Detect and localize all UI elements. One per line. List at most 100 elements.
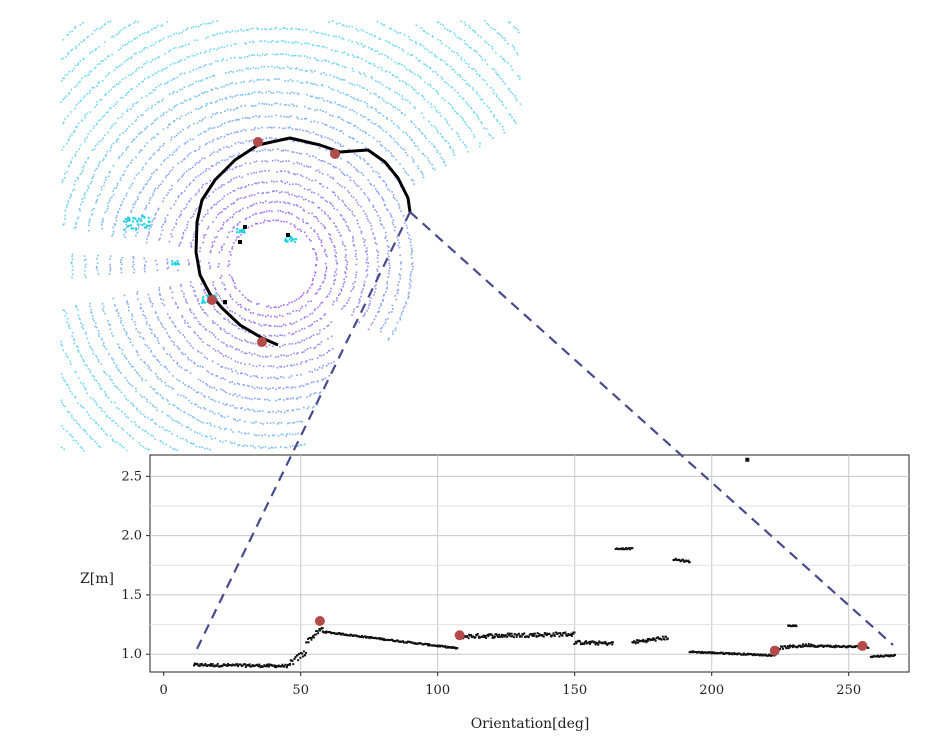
cloud-point: [225, 220, 228, 222]
cloud-point: [112, 123, 115, 126]
cloud-point: [359, 85, 361, 87]
cloud-point: [223, 183, 225, 186]
cloud-point: [223, 195, 226, 198]
cloud-point: [131, 318, 133, 321]
cloud-point: [123, 354, 126, 357]
cloud-point: [75, 126, 77, 128]
cloud-point: [355, 271, 358, 274]
cloud-point: [277, 410, 280, 412]
cloud-point: [220, 414, 222, 417]
cloud-point: [353, 308, 355, 311]
cloud-point: [309, 132, 312, 134]
cloud-point: [314, 251, 317, 254]
cloud-point: [392, 196, 395, 199]
cloud-point: [315, 31, 317, 34]
cloud-point: [391, 154, 393, 157]
z-point: [799, 644, 802, 647]
cloud-point: [324, 123, 326, 126]
cloud-point: [222, 355, 225, 357]
z-point: [241, 664, 244, 667]
cloud-point: [304, 316, 306, 318]
cloud-point: [92, 127, 95, 129]
cloud-point: [69, 390, 72, 393]
cloud-point: [200, 392, 203, 395]
cloud-point: [225, 133, 228, 136]
cloud-point: [337, 103, 339, 106]
z-point: [801, 643, 804, 646]
cloud-point: [334, 50, 337, 52]
cloud-point: [119, 81, 121, 83]
cloud-point: [379, 219, 382, 222]
cloud-point: [234, 56, 236, 59]
z-point: [866, 646, 869, 649]
cloud-point: [112, 439, 114, 442]
cloud-point: [378, 193, 380, 195]
cloud-point: [296, 161, 299, 164]
z-point: [225, 664, 228, 667]
cloud-point: [275, 102, 278, 105]
cloud-point: [133, 138, 136, 140]
cloud-point: [161, 100, 163, 102]
cloud-point: [197, 350, 199, 352]
cloud-point: [126, 43, 129, 45]
cloud-point: [216, 33, 218, 35]
cloud-point: [124, 330, 127, 333]
cloud-point: [436, 21, 439, 24]
cloud-point: [248, 93, 251, 96]
cloud-point: [196, 334, 199, 337]
cloud-point: [315, 253, 317, 256]
cloud-point: [337, 141, 339, 144]
cluster-point: [143, 226, 146, 229]
cloud-point: [349, 176, 351, 179]
cloud-point: [514, 97, 517, 100]
cloud-point: [295, 398, 298, 400]
cloud-point: [97, 82, 100, 85]
cloud-point: [212, 138, 215, 141]
cloud-point: [325, 60, 327, 62]
cloud-point: [78, 423, 80, 426]
cloud-point: [135, 234, 137, 237]
cloud-point: [308, 43, 310, 45]
cloud-point: [237, 223, 239, 225]
cloud-point: [253, 128, 256, 131]
cloud-point: [187, 413, 190, 416]
cluster-point: [202, 298, 205, 301]
z-point: [315, 630, 318, 633]
cloud-point: [60, 373, 63, 375]
cloud-point: [157, 359, 159, 362]
cloud-point: [307, 383, 310, 385]
cloud-point: [329, 126, 332, 128]
cloud-point: [185, 300, 187, 303]
cloud-point: [319, 391, 322, 394]
cloud-point: [75, 226, 77, 229]
cloud-point: [202, 92, 205, 95]
cloud-point: [194, 194, 197, 197]
cloud-point: [183, 72, 186, 75]
cloud-point: [477, 116, 479, 118]
cloud-point: [412, 179, 414, 182]
cloud-point: [87, 187, 90, 189]
cloud-point: [141, 81, 144, 83]
cloud-point: [130, 161, 132, 164]
cloud-point: [287, 160, 290, 162]
cloud-point: [105, 348, 108, 350]
cloud-point: [353, 180, 355, 182]
cloud-point: [342, 201, 345, 203]
cloud-point: [362, 315, 364, 318]
z-point: [312, 636, 315, 639]
cloud-point: [405, 152, 407, 154]
cloud-point: [318, 97, 321, 100]
cloud-point: [244, 162, 247, 165]
cloud-point: [228, 321, 231, 323]
cloud-point: [83, 255, 86, 257]
cloud-point: [396, 199, 398, 202]
cloud-point: [336, 297, 338, 299]
cloud-point: [344, 245, 346, 247]
cloud-point: [101, 227, 104, 230]
cloud-point: [414, 107, 416, 109]
cloud-point: [308, 178, 311, 181]
z-point: [781, 645, 784, 648]
z-point: [350, 633, 353, 636]
cloud-point: [394, 295, 396, 297]
cloud-point: [249, 68, 252, 70]
